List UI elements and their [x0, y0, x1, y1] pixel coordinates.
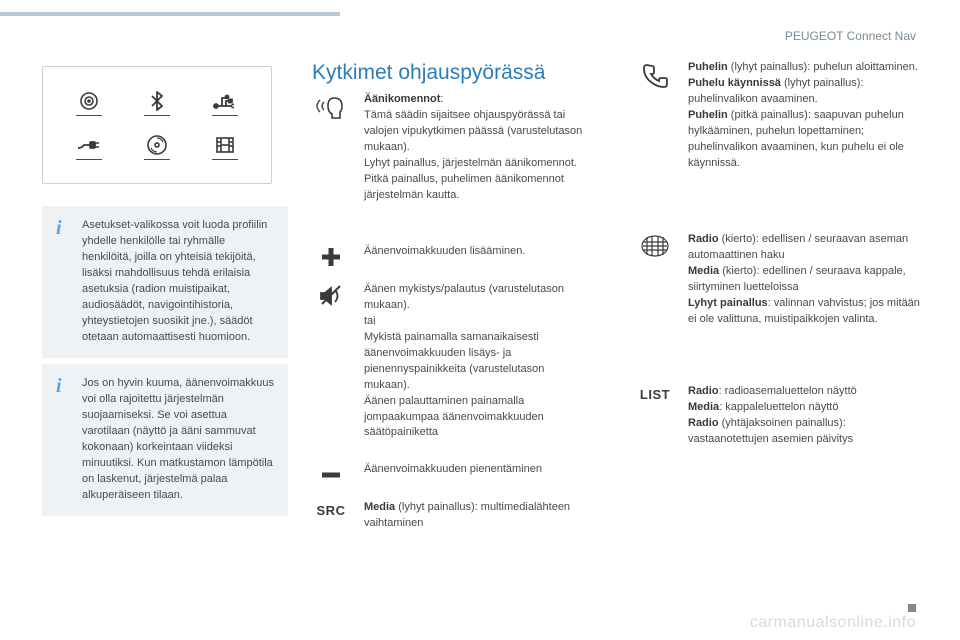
- icon-row-1: [76, 90, 238, 116]
- entry-body: Puhelin (lyhyt painallus): puhelun aloit…: [688, 60, 924, 172]
- top-accent-bar: [0, 12, 340, 16]
- plus-icon: [312, 244, 350, 268]
- voice-head-icon: [312, 92, 350, 204]
- entry-body: Äänikomennot: Tämä säädin sijaitsee ohja…: [364, 92, 592, 204]
- info-box-heat: i Jos on hyvin kuuma, äänenvoimakkuus vo…: [42, 364, 288, 516]
- entry-volume-down: Äänenvoimakkuuden pienentäminen: [312, 462, 592, 486]
- info-box-profiles: i Asetukset-valikossa voit luoda profiil…: [42, 206, 288, 358]
- usb-icon: [212, 90, 238, 116]
- entry-voice: Äänikomennot: Tämä säädin sijaitsee ohja…: [312, 92, 592, 204]
- entry-src: SRC Media (lyhyt painallus): multimedial…: [312, 500, 592, 532]
- entry-body: Radio (kierto): edellisen / seuraavan as…: [688, 232, 924, 328]
- target-icon: [76, 90, 102, 116]
- list-label: LIST: [636, 384, 674, 448]
- aux-plug-icon: [76, 134, 102, 160]
- info-icon: i: [56, 218, 72, 346]
- film-icon: [212, 134, 238, 160]
- info-text: Asetukset-valikossa voit luoda profiilin…: [82, 218, 276, 346]
- entry-mute: Äänen mykistys/palautus (varustelutason …: [312, 282, 592, 441]
- icon-row-2: [76, 134, 238, 160]
- disc-icon: [144, 134, 170, 160]
- entry-body: Äänenvoimakkuuden lisääminen.: [364, 244, 592, 268]
- entry-body: Äänen mykistys/palautus (varustelutason …: [364, 282, 592, 441]
- entry-volume-up: Äänenvoimakkuuden lisääminen.: [312, 244, 592, 268]
- section-title: Kytkimet ohjauspyörässä: [312, 58, 545, 88]
- entry-body: Radio: radioasemaluettelon näyttö Media:…: [688, 384, 924, 448]
- wheel-icon: [636, 232, 674, 328]
- info-icon: i: [56, 376, 72, 504]
- bluetooth-icon: [144, 90, 170, 116]
- info-text: Jos on hyvin kuuma, äänenvoimakkuus voi …: [82, 376, 276, 504]
- header-title: PEUGEOT Connect Nav: [785, 28, 916, 45]
- entry-wheel: Radio (kierto): edellisen / seuraavan as…: [636, 232, 924, 328]
- minus-icon: [312, 462, 350, 486]
- entry-body: Media (lyhyt painallus): multimedialähte…: [364, 500, 592, 532]
- phone-icon: [636, 60, 674, 172]
- entry-body: Äänenvoimakkuuden pienentäminen: [364, 462, 592, 486]
- media-icon-panel: [42, 66, 272, 184]
- src-label: SRC: [312, 500, 350, 532]
- watermark: carmanualsonline.info: [750, 611, 916, 634]
- entry-list: LIST Radio: radioasemaluettelon näyttö M…: [636, 384, 924, 448]
- mute-icon: [312, 282, 350, 441]
- entry-phone: Puhelin (lyhyt painallus): puhelun aloit…: [636, 60, 924, 172]
